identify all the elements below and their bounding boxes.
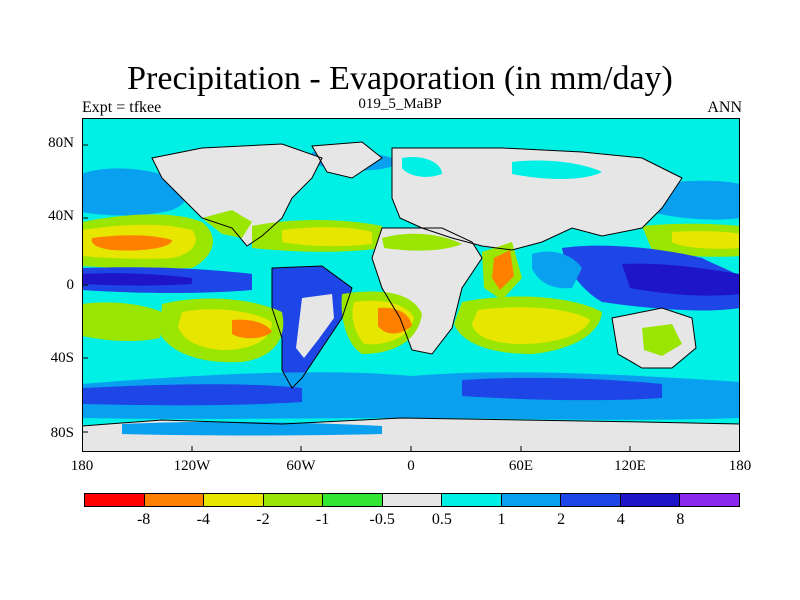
- eurasia: [392, 148, 682, 250]
- colorbar-label: 1: [497, 511, 506, 528]
- period-label: 019_5_MaBP: [358, 96, 442, 112]
- colorbar-swatch: [561, 494, 621, 506]
- map-plot: [82, 118, 740, 452]
- n-pacific-wet: [82, 168, 187, 216]
- colorbar-label: 8: [676, 511, 685, 528]
- s-pacific-dry-in: [178, 309, 272, 350]
- australia-dry: [642, 324, 682, 356]
- lon-tick-60w: 60W: [286, 458, 316, 474]
- arctic-region: [82, 118, 740, 158]
- south-america-land: [296, 294, 334, 358]
- colorbar-swatch: [323, 494, 383, 506]
- n-atlantic-dry-in: [282, 227, 372, 247]
- lat-tick-80n: 80N: [48, 135, 74, 151]
- colorbar-swatch: [442, 494, 502, 506]
- lon-tick-60e: 60E: [508, 458, 534, 474]
- n-pacific-dry-core: [91, 235, 172, 251]
- colorbar-label: -8: [136, 511, 151, 528]
- lat-tick-40s: 40S: [50, 350, 74, 366]
- southern-ocean-wet-strong: [82, 384, 302, 406]
- lon-tick-180e: 180: [728, 458, 752, 474]
- colorbar-swatch: [620, 494, 681, 506]
- colorbar-swatch: [382, 494, 443, 506]
- coastline-north-america: [151, 143, 323, 247]
- colorbar-label: -0.5: [369, 511, 395, 528]
- colorbar-label: 4: [616, 511, 625, 528]
- colorbar-swatch: [501, 494, 562, 506]
- indian-ocean-wet: [532, 251, 582, 289]
- sahara-dry: [382, 233, 462, 251]
- colorbar-swatch: [85, 494, 145, 506]
- nw-pacific-dry-in: [672, 231, 740, 249]
- colorbar-swatch: [680, 494, 740, 506]
- africa: [372, 228, 482, 354]
- colorbar-label: 0.5: [431, 511, 452, 528]
- antarctica-coast-wet: [122, 421, 382, 436]
- coastline-antarctica: [82, 417, 740, 427]
- s-indian-dry-in: [472, 307, 590, 344]
- colorbar-swatch: [204, 494, 264, 506]
- experiment-label: Expt = tfkee: [82, 99, 162, 116]
- equatorial-pacific-max: [82, 273, 192, 286]
- s-pacific-dry-core: [232, 319, 272, 339]
- warm-pool-core: [622, 263, 740, 296]
- coastline-eurasia: [391, 147, 683, 251]
- season-label: ANN: [707, 99, 742, 116]
- plot-title: Precipitation - Evaporation (in mm/day): [127, 60, 673, 97]
- lon-tick-0: 0: [407, 458, 415, 474]
- colorbar-label: 2: [557, 511, 566, 528]
- europe-wet: [402, 156, 442, 177]
- w-pacific-dry-far: [82, 302, 162, 342]
- southern-ocean-wet-strong-2: [462, 377, 662, 401]
- siberia-wet: [512, 160, 602, 179]
- colorbar-label: -4: [196, 511, 210, 528]
- map-ticks: [82, 144, 631, 452]
- north-america-dry: [202, 210, 252, 238]
- arabia-dry-in: [492, 250, 514, 290]
- greenland: [312, 142, 382, 178]
- colorbar-swatch: [263, 494, 324, 506]
- colorbar: [84, 493, 740, 507]
- north-america: [152, 144, 322, 246]
- lon-tick-180w: 180: [70, 458, 94, 474]
- coastline-australia: [611, 307, 697, 369]
- coastline-africa: [371, 227, 483, 355]
- lat-tick-80s: 80S: [50, 425, 74, 441]
- lat-tick-40n: 40N: [48, 208, 74, 224]
- lat-tick-0: 0: [66, 277, 75, 293]
- colorbar-swatch: [144, 494, 205, 506]
- colorbar-label: -1: [315, 511, 330, 528]
- coastline-south-america: [271, 265, 353, 389]
- lon-tick-120e: 120E: [614, 458, 646, 474]
- coastline-greenland: [311, 141, 383, 179]
- lon-tick-120w: 120W: [173, 458, 211, 474]
- colorbar-label: -2: [256, 511, 270, 528]
